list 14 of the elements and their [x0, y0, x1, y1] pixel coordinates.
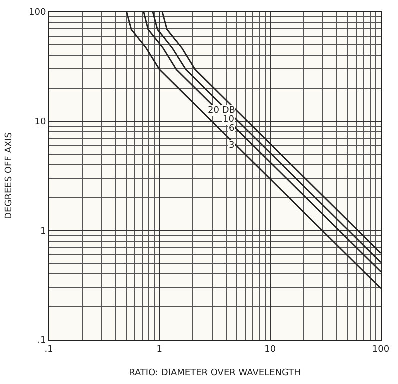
series-label: 10	[223, 115, 235, 125]
y-axis-title: DEGREES OFF AXIS	[4, 132, 14, 220]
x-axis-title: RATIO: DIAMETER OVER WAVELENGTH	[129, 368, 301, 379]
series-label: 3	[229, 141, 235, 151]
y-tick-label: 1	[40, 226, 46, 237]
x-tick-label: 10	[264, 344, 276, 355]
y-tick-label: 10	[34, 117, 46, 128]
series-label: 6	[229, 124, 235, 134]
x-tick-label: .1	[44, 344, 54, 355]
y-tick-label: .1	[38, 336, 46, 346]
x-tick-label: 1	[156, 344, 163, 355]
x-tick-label: 100	[372, 344, 390, 355]
series-label: 20 DB	[208, 106, 236, 116]
y-tick-label: 100	[29, 8, 46, 18]
